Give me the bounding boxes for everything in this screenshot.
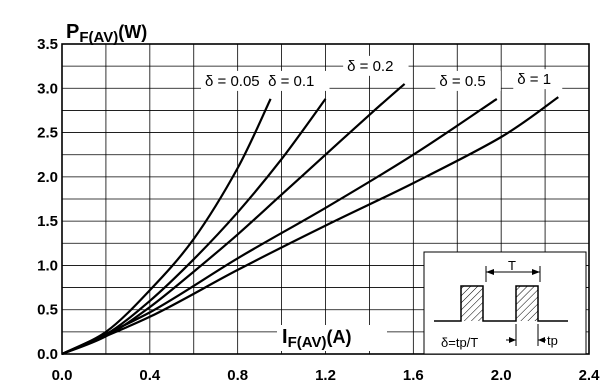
x-tick-label: 0.8 [227, 367, 248, 384]
pulse-2 [516, 286, 538, 321]
series-label-bg [343, 55, 409, 76]
pulse-1 [461, 286, 483, 321]
x-tick-label: 2.0 [491, 367, 512, 384]
tick-labels: 0.0 0.4 0.8 1.2 1.6 2.0 2.4 0.0 0.5 1.0 1.5 2.0 2.5 3… [37, 36, 600, 384]
period-arrowhead-right [532, 269, 540, 275]
waveform-line [434, 285, 568, 322]
formula-label: δ=tp/T [441, 335, 478, 350]
series-label-bg [201, 70, 275, 91]
period-arrowhead-left [486, 269, 494, 275]
y-axis-title: PF(AV)(W) [66, 21, 147, 46]
y-tick-label: 2.5 [37, 125, 58, 142]
y-tick-label: 0.5 [37, 302, 58, 319]
tp-arrowhead-right [538, 337, 545, 343]
y-tick-label: 0.0 [37, 346, 58, 363]
x-tick-label: 2.4 [579, 367, 601, 384]
series-line [61, 98, 272, 355]
curve-labels: δ = 0.05 δ = 0.1 δ = 0.2 δ = 0.5 δ = 1 [201, 55, 563, 91]
pulse-label: tp [547, 333, 558, 348]
y-tick-label: 1.0 [37, 257, 58, 274]
series-label-bg [264, 70, 330, 91]
y-tick-label: 3.5 [37, 36, 58, 53]
series-label: δ = 0.05 [205, 73, 260, 90]
y-tick-label: 3.0 [37, 80, 58, 97]
series-label-bg [513, 69, 563, 90]
series-line [61, 96, 559, 356]
series-label: δ = 1 [517, 71, 551, 88]
plot-frame [61, 43, 590, 355]
series-line [61, 83, 406, 356]
curves [61, 83, 559, 356]
tp-arrowhead-left [509, 337, 516, 343]
y-tick-label: 2.0 [37, 169, 58, 186]
waveform-inset: T δ=tp/T tp [423, 251, 587, 355]
x-tick-label: 1.2 [315, 367, 336, 384]
series-label: δ = 0.2 [347, 58, 393, 75]
period-label: T [508, 258, 516, 273]
x-tick-label: 0.4 [139, 367, 161, 384]
series-line [61, 97, 498, 355]
inset-box [423, 251, 587, 355]
x-tick-label: 1.6 [403, 367, 424, 384]
x-axis-title-bg [277, 325, 387, 351]
x-axis-title: IF(AV)(A) [282, 326, 351, 351]
series-label: δ = 0.5 [439, 73, 485, 90]
x-tick-label: 0.0 [52, 367, 73, 384]
y-tick-label: 1.5 [37, 213, 58, 230]
series-label-bg [435, 70, 501, 91]
series-label: δ = 0.1 [268, 73, 314, 90]
